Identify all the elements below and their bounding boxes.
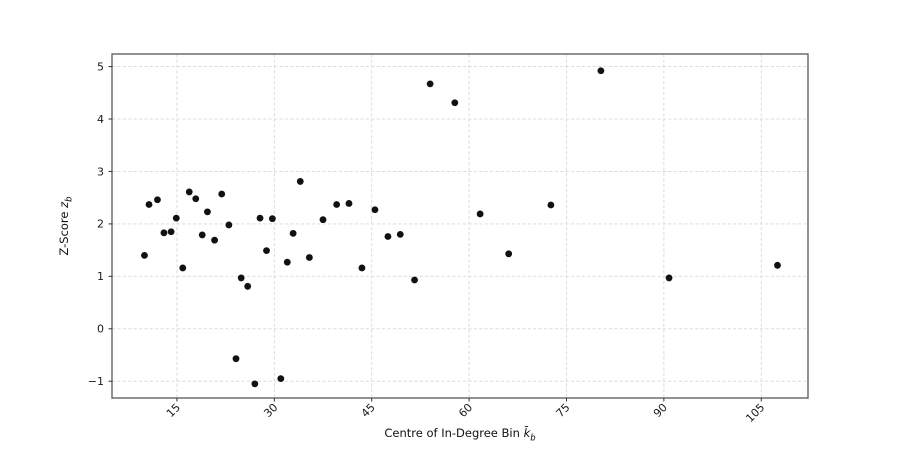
data-point	[411, 276, 418, 284]
data-point	[296, 178, 304, 185]
x-axis-label-symbol: k̄	[523, 426, 531, 440]
data-point	[396, 230, 404, 238]
y-axis-label-symbol: z	[57, 201, 71, 208]
y-tick-label: 1	[97, 270, 104, 283]
data-point	[237, 274, 245, 282]
y-tick-label: 5	[97, 60, 104, 73]
data-point	[211, 236, 218, 244]
data-point	[597, 67, 605, 75]
y-axis-label-text: Z-Score	[57, 207, 71, 256]
x-axis-label-text: Centre of In-Degree Bin	[384, 426, 524, 440]
x-axis-label: Centre of In-Degree Bin k̄b	[112, 426, 808, 444]
data-point	[426, 80, 434, 88]
data-point	[665, 274, 673, 282]
data-point	[476, 210, 484, 218]
axes-spines	[111, 53, 809, 399]
plot-area	[112, 54, 808, 398]
data-point	[263, 247, 270, 255]
data-point	[319, 216, 327, 224]
y-tick-label: 0	[97, 323, 104, 336]
data-point	[505, 250, 513, 258]
data-point	[160, 229, 168, 237]
y-axis-label-subscript: b	[64, 196, 75, 202]
data-point	[179, 264, 187, 272]
data-point	[547, 201, 555, 209]
y-axis-label: Z-Score zb	[57, 196, 75, 256]
data-point	[289, 229, 297, 237]
y-tick-label: 3	[97, 165, 104, 178]
y-tick-label: 2	[97, 218, 104, 231]
data-point	[232, 355, 240, 363]
data-point	[204, 208, 211, 216]
data-point	[283, 258, 291, 266]
data-point	[451, 99, 459, 107]
data-point	[333, 201, 341, 208]
data-point	[198, 231, 206, 239]
data-point	[192, 195, 200, 203]
x-axis-label-subscript: b	[530, 433, 536, 444]
data-point	[167, 228, 175, 236]
data-point	[277, 375, 285, 382]
y-tick-label: −1	[88, 375, 104, 388]
data-point	[218, 190, 226, 198]
data-point	[268, 215, 276, 223]
data-point	[172, 214, 180, 222]
data-point	[345, 200, 353, 207]
data-point	[358, 264, 366, 272]
data-point	[305, 254, 313, 261]
data-point	[384, 233, 392, 240]
data-point	[774, 261, 781, 269]
data-point	[251, 380, 259, 388]
data-point	[256, 214, 264, 222]
data-point	[225, 221, 233, 229]
data-point	[145, 201, 153, 208]
data-point	[371, 206, 379, 214]
data-point	[141, 251, 148, 259]
y-tick-label: 4	[97, 113, 104, 126]
data-point	[244, 282, 252, 290]
data-point	[185, 188, 193, 196]
data-point	[154, 196, 161, 204]
